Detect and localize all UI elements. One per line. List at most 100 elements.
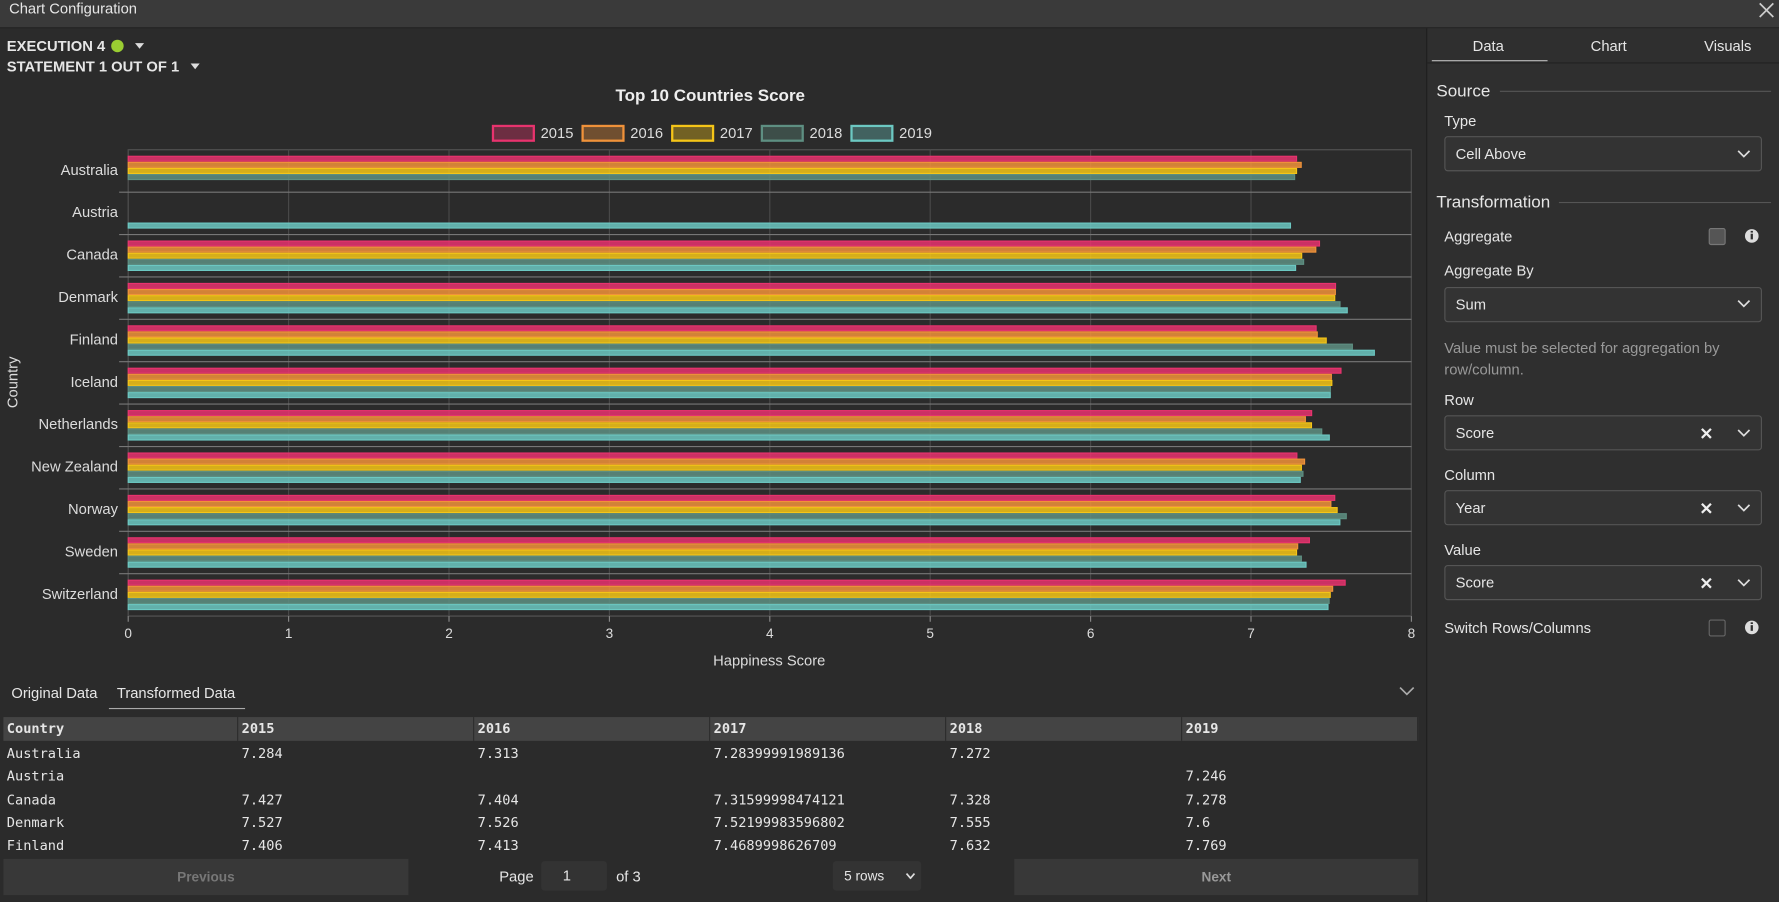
previous-button[interactable]: Previous [3, 858, 409, 896]
table-cell: 7.278 [1185, 791, 1227, 808]
bar [127, 428, 1323, 435]
y-axis-title: Country [6, 356, 22, 408]
settings-panel: Data Chart Visuals Source Type Cell Abov… [1426, 28, 1779, 902]
bar [127, 500, 1332, 508]
x-tick-label: 3 [606, 626, 614, 641]
page-input[interactable]: 1 [541, 861, 607, 891]
x-tick-label: 1 [285, 626, 293, 641]
column-header: 2018 [946, 717, 1183, 741]
bar [127, 422, 1313, 429]
bar [127, 555, 1302, 562]
table-cell: 7.555 [949, 814, 991, 831]
table-cell: 7.769 [1185, 837, 1227, 854]
page-count: of 3 [616, 867, 641, 885]
tab-original[interactable]: Original Data [11, 684, 98, 702]
bar [127, 458, 1306, 465]
bar [127, 470, 1304, 477]
panel-tab[interactable]: Visuals [1704, 37, 1752, 55]
type-select[interactable]: Cell Above [1444, 136, 1762, 172]
caret [134, 43, 145, 49]
table-cell: 7.246 [1185, 768, 1227, 785]
table-cell [710, 765, 946, 788]
table-cell: 7.313 [477, 745, 519, 762]
x-tick-label: 4 [766, 626, 774, 641]
tab-transformed[interactable]: Transformed Data [108, 677, 246, 710]
close-button[interactable] [1759, 2, 1775, 18]
execution-label: EXECUTION 4 [6, 37, 106, 55]
table-cell: Denmark [6, 814, 65, 831]
x-tick-label: 2 [445, 626, 453, 641]
bar [127, 373, 1332, 380]
table-cell [946, 765, 1182, 788]
status-dot [111, 39, 125, 53]
statement-selector[interactable]: STATEMENT 1 OUT OF 1 [7, 58, 200, 75]
x-axis-title: Happiness Score [713, 653, 825, 669]
switch-checkbox[interactable] [1708, 619, 1726, 637]
legend-swatch [581, 124, 625, 142]
table-cell: 7.6 [1185, 814, 1211, 831]
bar [127, 331, 1318, 338]
caret [190, 63, 200, 70]
legend-swatch [671, 124, 715, 142]
field-label: Aggregate [1444, 228, 1513, 246]
bar [127, 246, 1317, 253]
tab-divider [1427, 62, 1779, 64]
chevron [1737, 579, 1751, 587]
bar [127, 264, 1297, 272]
bar [127, 434, 1330, 441]
bar [127, 379, 1333, 386]
value-select[interactable]: Score [1444, 565, 1762, 601]
y-tick-label: Australia [61, 163, 119, 179]
panel-tab[interactable]: Data [1472, 37, 1504, 55]
field-label: Type [1444, 112, 1477, 130]
table-cell: 7.28399991989136 [713, 745, 845, 762]
bar [127, 282, 1337, 289]
dialog-title: Chart Configuration [9, 0, 137, 18]
bar [127, 301, 1341, 308]
table-cell: 7.284 [241, 745, 283, 762]
bar [127, 240, 1321, 247]
tab-underline [1431, 60, 1548, 62]
section-heading: Transformation [1436, 192, 1551, 213]
row-select[interactable]: Score [1444, 415, 1762, 451]
table-cell: 7.272 [949, 745, 991, 762]
legend-label: 2019 [899, 126, 932, 142]
bar [127, 416, 1306, 423]
bar [127, 174, 1296, 181]
x-tick-label: 8 [1408, 626, 1416, 641]
panel-tab[interactable]: Chart [1590, 37, 1627, 55]
bar [127, 325, 1317, 332]
rows-select[interactable]: 5 rows [832, 861, 922, 891]
aggregate-by-select[interactable]: Sum [1444, 287, 1762, 323]
legend-label: 2015 [541, 126, 574, 142]
hint-text: Value must be selected for aggregation b… [1444, 339, 1720, 378]
bar [127, 585, 1334, 592]
select-value: Cell Above [1455, 145, 1527, 163]
aggregate-checkbox[interactable] [1708, 228, 1726, 246]
chart: Top 10 Countries Score Happiness Score C… [6, 86, 1416, 669]
table-cell [1182, 742, 1418, 765]
collapse-button[interactable] [1399, 685, 1415, 696]
x-tick-label: 5 [926, 626, 934, 641]
x-tick-label: 7 [1247, 626, 1255, 641]
bar [127, 561, 1307, 568]
bar [127, 385, 1331, 393]
next-button[interactable]: Next [1014, 858, 1419, 896]
legend-label: 2018 [810, 126, 843, 142]
table-cell: 7.526 [477, 814, 519, 831]
bar [127, 367, 1342, 374]
bar [127, 452, 1298, 459]
bar [127, 597, 1330, 605]
section-heading: Source [1436, 81, 1491, 101]
legend-swatch [760, 124, 804, 142]
y-tick-label: New Zealand [31, 460, 118, 476]
execution-selector[interactable]: EXECUTION 4 [6, 37, 145, 55]
bar [127, 392, 1331, 399]
bar [127, 307, 1348, 314]
table-cell: 7.52199983596802 [713, 814, 845, 831]
bar [127, 604, 1329, 611]
column-select[interactable]: Year [1444, 490, 1762, 526]
select-value: Year [1455, 499, 1486, 517]
select-value: Score [1455, 424, 1495, 442]
table-cell: Canada [6, 791, 57, 808]
